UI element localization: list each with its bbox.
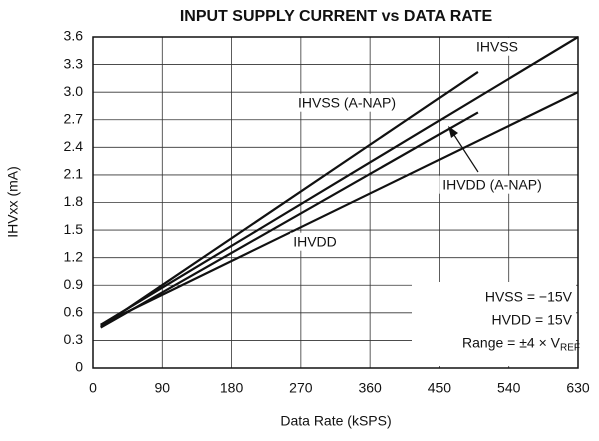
x-tick-label: 450 [428,380,452,396]
series-line [100,111,479,329]
arrow-head [448,126,458,138]
series-line [100,71,479,328]
y-tick-label: 0.6 [64,304,84,320]
label-bg [290,232,340,251]
series-line [100,36,579,326]
series-line [100,91,579,326]
plot-frame [92,36,579,369]
y-tick-label: 3.3 [64,55,84,71]
y-tick-label: 1.2 [64,248,84,264]
note: HVSS = −15V [485,289,573,305]
series-label: IHVDD [293,234,337,250]
y-tick-label: 2.1 [64,166,84,182]
x-tick-label: 270 [289,380,313,396]
y-tick-label: 0 [75,359,83,375]
x-tick-label: 0 [89,380,97,396]
label-bg [472,37,522,56]
y-tick-label: 1.8 [64,193,84,209]
series-label: IHVSS [476,39,518,55]
note-subscript: REF [560,343,580,354]
x-axis-label: Data Rate (kSPS) [280,413,391,429]
notes-box [412,282,576,366]
y-tick-label: 0.3 [64,331,84,347]
label-bg [439,175,545,194]
x-tick-label: 90 [154,380,170,396]
x-tick-label: 540 [497,380,521,396]
x-tick-label: 360 [358,380,382,396]
series-label: IHVDD (A-NAP) [442,177,542,193]
series-label: IHVSS (A-NAP) [298,95,396,111]
grid: 0 0.3 0.6 0.9 1.2 1.5 1.8 2.1 2.4 2.7 3.0 3.3 3.6 0 90… [64,28,590,396]
chart-title: INPUT SUPPLY CURRENT vs DATA RATE [180,8,493,25]
y-axis-label: IHVxx (mA) [5,166,21,238]
note: Range = ±4 × V [462,335,561,351]
label-bg [294,93,400,112]
y-tick-label: 0.9 [64,276,84,292]
y-tick-label: 1.5 [64,221,84,237]
lines [100,36,579,329]
y-tick-label: 3.6 [64,28,84,44]
x-tick-label: 630 [566,380,590,396]
arrow [451,131,479,173]
labels: IHVSS IHVSS (A-NAP) IHVDD (A-NAP) IHVDD [290,37,545,251]
note: HVDD = 15V [491,312,572,328]
x-tick-label: 180 [220,380,244,396]
y-tick-label: 2.4 [64,138,84,154]
y-tick-label: 2.7 [64,110,84,126]
y-tick-label: 3.0 [64,83,84,99]
